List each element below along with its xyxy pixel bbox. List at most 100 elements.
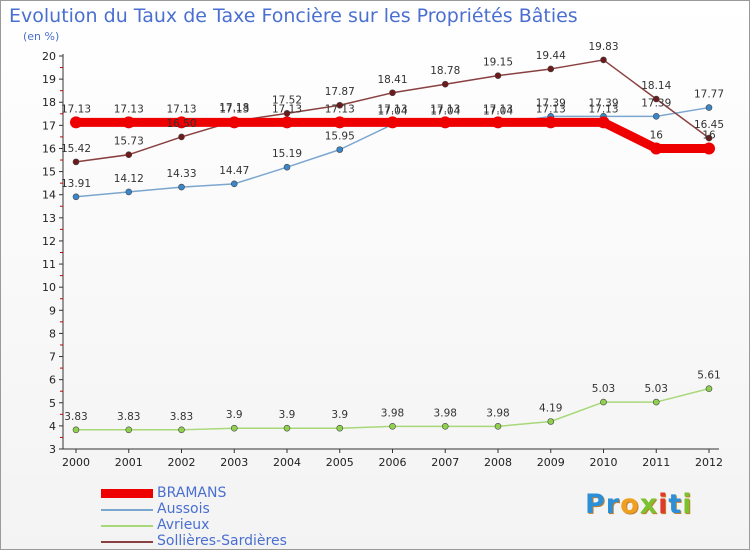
- x-tick-label: 2000: [62, 456, 90, 469]
- data-label-aussois: 17.04: [430, 105, 460, 117]
- x-tick-label: 2004: [273, 456, 301, 469]
- data-label-avrieux: 3.98: [486, 407, 509, 419]
- data-label-bramans: 17.13: [377, 103, 407, 115]
- y-tick-label: 10: [42, 281, 56, 294]
- data-label-solli-res-sardi-res: 18.14: [641, 80, 671, 92]
- data-label-solli-res-sardi-res: 19.44: [536, 50, 566, 62]
- data-label-solli-res-sardi-res: 17.52: [272, 94, 302, 106]
- data-point-aussois: [125, 188, 133, 196]
- data-point-bramans: [597, 116, 610, 129]
- y-tick-label: 7: [49, 351, 56, 364]
- x-tick-label: 2002: [168, 456, 196, 469]
- data-point-aussois: [705, 104, 713, 111]
- data-point-bramans: [70, 116, 82, 129]
- data-label-solli-res-sardi-res: 17.87: [325, 86, 355, 98]
- logo-letter: r: [605, 489, 621, 520]
- x-tick-label: 2009: [537, 456, 565, 469]
- data-label-avrieux: 5.61: [697, 370, 720, 382]
- data-label-solli-res-sardi-res: 19.83: [588, 41, 618, 53]
- data-point-solli-res-sardi-res: [389, 89, 396, 97]
- legend-swatch-aussois: [101, 509, 153, 511]
- data-point-solli-res-sardi-res: [652, 95, 660, 103]
- y-tick-label: 20: [42, 50, 56, 63]
- y-tick-label: 15: [42, 166, 56, 179]
- data-label-aussois: 17.39: [588, 97, 618, 109]
- data-point-solli-res-sardi-res: [547, 65, 555, 73]
- data-label-bramans: 17.13: [588, 103, 618, 115]
- data-label-aussois: 14.12: [114, 173, 144, 185]
- data-point-aussois: [178, 183, 185, 191]
- data-label-aussois: 17.04: [483, 105, 513, 117]
- data-point-solli-res-sardi-res: [336, 101, 344, 109]
- y-tick-label: 5: [49, 397, 56, 410]
- data-label-solli-res-sardi-res: 15.73: [114, 136, 144, 148]
- data-label-aussois: 17.39: [641, 97, 671, 109]
- data-label-solli-res-sardi-res: 19.15: [483, 57, 513, 69]
- data-label-aussois: 15.19: [272, 148, 302, 160]
- data-point-solli-res-sardi-res: [178, 133, 185, 141]
- y-tick-label: 4: [49, 420, 56, 433]
- data-point-aussois: [230, 180, 238, 188]
- proxiti-logo: Proxiti: [585, 489, 693, 520]
- data-point-aussois: [72, 193, 80, 201]
- data-label-solli-res-sardi-res: 16.50: [166, 118, 196, 130]
- legend-label-sollieres-sardieres: Sollières-Sardières: [157, 533, 287, 549]
- data-point-aussois: [652, 113, 660, 120]
- data-point-avrieux: [283, 424, 291, 432]
- data-label-avrieux: 3.9: [226, 409, 243, 421]
- y-tick-label: 9: [49, 304, 56, 317]
- data-label-bramans: 16: [702, 129, 716, 141]
- legend-swatch-sollieres-sardieres: [101, 541, 153, 543]
- data-point-avrieux: [230, 424, 238, 432]
- data-label-aussois: 15.95: [325, 131, 355, 143]
- x-tick-label: 2011: [642, 456, 670, 469]
- data-point-solli-res-sardi-res: [283, 110, 291, 117]
- data-point-bramans: [228, 116, 241, 129]
- data-point-bramans: [386, 116, 399, 129]
- y-tick-label: 18: [42, 96, 56, 109]
- y-tick-label: 16: [42, 142, 56, 155]
- y-tick-label: 12: [42, 235, 56, 248]
- x-tick-label: 2001: [115, 456, 143, 469]
- legend-swatch-bramans: [101, 489, 153, 498]
- chart-title: Evolution du Taux de Taxe Foncière sur l…: [9, 5, 578, 27]
- data-label-aussois: 14.33: [166, 168, 196, 180]
- y-tick-label: 3: [49, 443, 56, 456]
- logo-letter: t: [668, 489, 683, 520]
- chart-subtitle: (en %): [23, 30, 60, 43]
- data-point-avrieux: [547, 418, 555, 425]
- data-point-bramans: [175, 116, 188, 129]
- data-point-avrieux: [494, 423, 502, 430]
- data-point-solli-res-sardi-res: [125, 151, 133, 159]
- logo-letter: x: [639, 489, 659, 520]
- logo-letter: o: [620, 489, 640, 520]
- data-point-aussois: [283, 163, 291, 171]
- data-label-solli-res-sardi-res: 15.42: [61, 143, 91, 155]
- x-tick-label: 2003: [220, 456, 248, 469]
- x-tick-label: 2012: [695, 456, 723, 469]
- data-label-solli-res-sardi-res: 18.41: [377, 74, 407, 86]
- data-point-bramans: [281, 116, 293, 129]
- data-label-avrieux: 5.03: [592, 383, 615, 395]
- data-point-avrieux: [652, 398, 660, 406]
- logo-letter: i: [682, 489, 693, 520]
- data-label-bramans: 17.13: [219, 103, 249, 115]
- data-point-avrieux: [705, 385, 713, 392]
- data-label-bramans: 17.13: [272, 103, 302, 115]
- data-label-bramans: 16: [650, 129, 664, 141]
- data-label-solli-res-sardi-res: 16.45: [694, 119, 724, 131]
- data-point-bramans: [333, 116, 346, 129]
- y-tick-label: 11: [42, 258, 56, 271]
- data-point-solli-res-sardi-res: [441, 80, 449, 88]
- data-label-aussois: 17.04: [377, 105, 407, 117]
- data-point-bramans: [122, 116, 135, 129]
- data-point-solli-res-sardi-res: [494, 72, 502, 79]
- x-tick-label: 2006: [379, 456, 407, 469]
- data-point-solli-res-sardi-res: [705, 134, 713, 142]
- data-label-aussois: 17.39: [536, 97, 566, 109]
- data-label-bramans: 17.13: [325, 103, 355, 115]
- data-point-avrieux: [389, 423, 396, 430]
- data-label-bramans: 17.13: [166, 103, 196, 115]
